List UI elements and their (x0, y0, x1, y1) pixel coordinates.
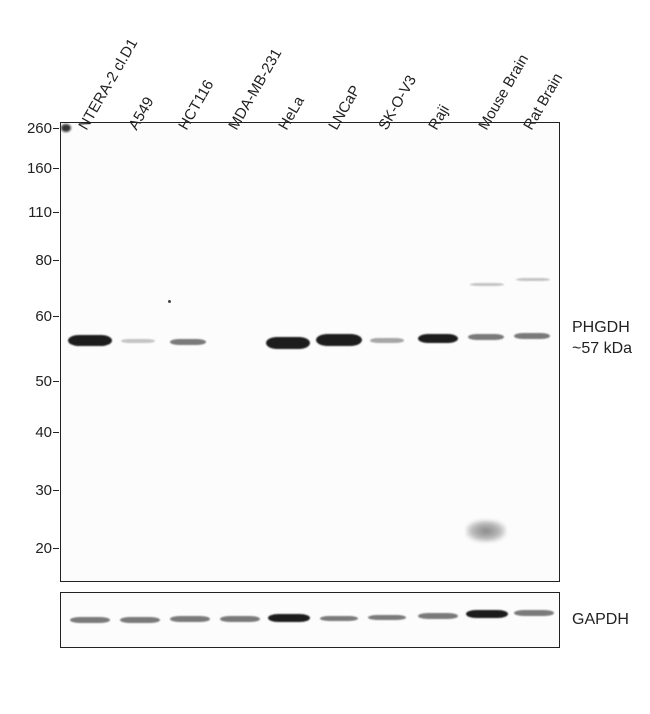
mw-marker: 110 (12, 204, 52, 221)
mw-tick (53, 316, 59, 317)
mw-marker: 50 (12, 373, 52, 390)
mw-tick (53, 432, 59, 433)
mw-marker: 80 (12, 252, 52, 269)
gapdh-band (320, 616, 358, 621)
mw-marker: 260 (12, 120, 52, 137)
mw-tick (53, 128, 59, 129)
blot-artifact (168, 300, 171, 303)
target-label-size: ~57 kDa (572, 339, 632, 360)
gapdh-band (514, 610, 554, 616)
mw-tick (53, 548, 59, 549)
mw-marker: 40 (12, 424, 52, 441)
mw-tick (53, 490, 59, 491)
phgdh-band (514, 333, 550, 339)
nonspecific-smudge (466, 520, 506, 542)
gapdh-band (220, 616, 260, 622)
mw-tick (53, 212, 59, 213)
phgdh-band (316, 334, 362, 346)
gapdh-band (466, 610, 508, 618)
mw-marker: 30 (12, 482, 52, 499)
mw-tick (53, 168, 59, 169)
phgdh-band (468, 334, 504, 340)
gapdh-band (120, 617, 160, 623)
blot-artifact (61, 124, 71, 132)
mw-marker: 160 (12, 160, 52, 177)
phgdh-band (418, 334, 458, 343)
gapdh-band (170, 616, 210, 622)
target-label-name: PHGDH (572, 318, 632, 339)
mw-marker: 60 (12, 308, 52, 325)
phgdh-band (68, 335, 112, 346)
mw-tick (53, 260, 59, 261)
target-label: PHGDH ~57 kDa (572, 318, 632, 360)
phgdh-band (121, 339, 155, 343)
phgdh-band (170, 339, 206, 345)
main-blot-panel (60, 122, 560, 582)
nonspecific-band (516, 278, 550, 281)
phgdh-band (370, 338, 404, 343)
nonspecific-band (470, 283, 504, 286)
mw-marker: 20 (12, 540, 52, 557)
loading-control-label: GAPDH (572, 610, 629, 631)
gapdh-band (268, 614, 310, 622)
gapdh-band (418, 613, 458, 619)
western-blot-figure: 260 160 110 80 60 50 40 30 20 NTERA-2 cl… (0, 0, 650, 714)
gapdh-band (368, 615, 406, 620)
phgdh-band (266, 337, 310, 349)
mw-tick (53, 381, 59, 382)
gapdh-band (70, 617, 110, 623)
